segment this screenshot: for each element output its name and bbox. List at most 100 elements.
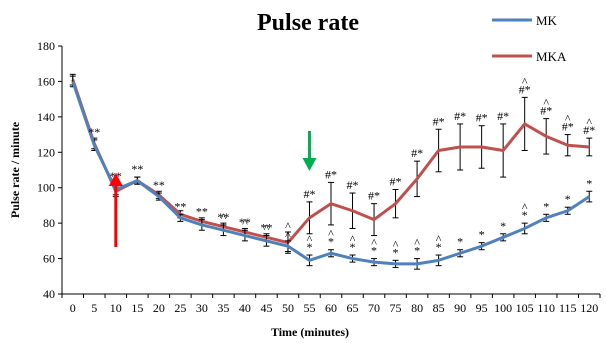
annotation-mka: ^ (221, 210, 227, 224)
annotation-mk: ^ (371, 236, 377, 250)
annotation-mka: #* (411, 146, 423, 160)
annotation-mk: * (586, 176, 592, 190)
annotation-mk: ^ (393, 237, 399, 251)
annotation-mka: ^ (543, 96, 549, 110)
annotation-mk: ^ (328, 227, 334, 241)
arrow-head (108, 173, 123, 186)
annotation-mka: #* (583, 123, 595, 137)
annotation-mk: * (393, 245, 399, 259)
annotation-mka: #* (562, 120, 574, 134)
annotation-mk: ** (239, 215, 251, 229)
y-ticks: 40 60 80 100 120 140 160 180 (37, 39, 62, 301)
x-tick-label: 15 (131, 301, 143, 315)
x-tick-label: 25 (174, 301, 186, 315)
y-tick-label: 80 (43, 216, 55, 230)
annotation-mk: ^ (436, 232, 442, 246)
y-axis-label: Pulse rate / minute (8, 121, 22, 218)
x-tick-label: 100 (494, 301, 512, 315)
x-tick-label: 110 (537, 301, 555, 315)
annotation-mka: #* (347, 178, 359, 192)
annotation-mk: * (306, 240, 312, 254)
annotation-mka: ^ (586, 115, 592, 129)
annotation-mka: #* (540, 104, 552, 118)
annotation-mk: ^ (522, 200, 528, 214)
arrows-layer (108, 131, 317, 247)
annotation-mka: #* (303, 187, 315, 201)
x-tick-label: 5 (91, 301, 97, 315)
legend: MK MKA (492, 13, 567, 64)
annotation-mk: ** (131, 162, 143, 176)
annotation-mk: ^ (307, 232, 313, 246)
x-tick-label: 70 (368, 301, 380, 315)
x-tick-label: 40 (239, 301, 251, 315)
annotation-mk: * (479, 228, 485, 242)
annotation-mka: ^ (242, 215, 248, 229)
annotation-mk: * (414, 244, 420, 258)
arrow-up (108, 173, 123, 247)
series-mka: ^ ^ ^ ^#*#*#*#*#*#*#* #* #* #*#*^#*^#*^#*^ (69, 73, 595, 254)
x-tick-label: 65 (347, 301, 359, 315)
x-tick-label: 60 (325, 301, 337, 315)
legend-label-mk: MK (536, 13, 558, 28)
annotation-mka: ^ (285, 219, 291, 233)
annotation-mk: ** (196, 205, 208, 219)
annotation-mk: ** (174, 199, 186, 213)
annotation-mka: #* (368, 189, 380, 203)
x-tick-label: 115 (559, 301, 577, 315)
x-tick-label: 90 (454, 301, 466, 315)
x-ticks: 0 5 10 15 20 25 30 35 40 45 50 55 60 65 70 75 80 85 90 95 10… (61, 294, 601, 315)
annotation-mk: * (457, 235, 463, 249)
annotation-mk: ** (153, 178, 165, 192)
x-tick-label: 75 (390, 301, 402, 315)
annotation-mk: * (522, 208, 528, 222)
x-axis-label: Time (minutes) (271, 325, 349, 339)
x-tick-label: 120 (580, 301, 598, 315)
x-tick-label: 55 (303, 301, 315, 315)
axes (61, 46, 600, 295)
annotation-mk: ^ (285, 228, 291, 242)
annotation-mk: ^ (350, 232, 356, 246)
annotation-mk: ^ (414, 236, 420, 250)
annotation-mka: #* (476, 111, 488, 125)
annotation-mka: #* (454, 109, 466, 123)
x-tick-label: 30 (196, 301, 208, 315)
x-tick-label: 45 (260, 301, 272, 315)
chart-title: Pulse rate (257, 10, 359, 36)
y-tick-label: 120 (37, 145, 55, 159)
x-tick-label: 80 (411, 301, 423, 315)
arrow-down (302, 131, 317, 171)
x-tick-label: 95 (476, 301, 488, 315)
annotation-mk: * (565, 192, 571, 206)
annotation-mka: ^ (565, 112, 571, 126)
annotation-mka: #* (497, 109, 509, 123)
y-tick-label: 60 (43, 252, 55, 266)
annotation-mka: #* (519, 82, 531, 96)
x-tick-label: 0 (70, 301, 76, 315)
annotation-mka: #* (325, 167, 337, 181)
x-tick-label: 35 (217, 301, 229, 315)
y-tick-label: 180 (37, 39, 55, 53)
series-layer: ^ ^ ^ ^#*#*#*#*#*#*#* #* #* #*#*^#*^#*^#*^****… (69, 73, 595, 270)
x-tick-label: 50 (282, 301, 294, 315)
annotation-mk: * (328, 235, 334, 249)
annotation-mka: ^ (264, 221, 270, 235)
annotation-mka: #* (433, 114, 445, 128)
annotation-mk: ** (88, 125, 100, 139)
y-tick-label: 40 (43, 287, 55, 301)
x-tick-label: 85 (433, 301, 445, 315)
x-tick-label: 105 (516, 301, 534, 315)
y-tick-label: 160 (37, 74, 55, 88)
annotation-mk: * (436, 240, 442, 254)
annotation-mk: * (350, 240, 356, 254)
x-tick-label: 20 (153, 301, 165, 315)
y-tick-label: 100 (37, 181, 55, 195)
legend-label-mka: MKA (536, 49, 567, 64)
y-tick-label: 140 (37, 110, 55, 124)
annotation-mk: ** (217, 210, 229, 224)
annotation-mk: * (500, 219, 506, 233)
series-line-mk (71, 80, 591, 266)
annotation-mka: #* (390, 174, 402, 188)
annotation-mk: ** (260, 221, 272, 235)
arrow-head (302, 158, 317, 171)
